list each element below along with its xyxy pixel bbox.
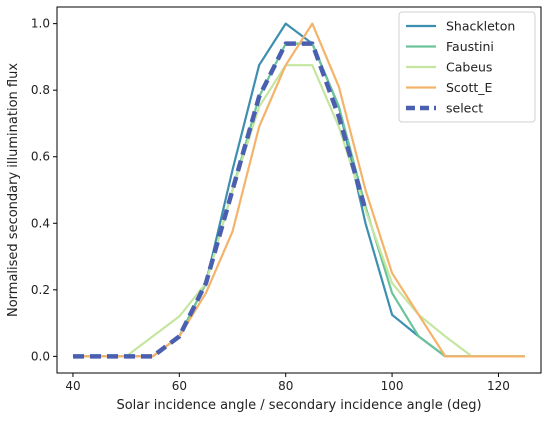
series-line-select <box>73 41 368 359</box>
axis-ticks: 40 60 80 100 120 0.0 0.2 0.4 0.6 0.8 1.0 <box>31 17 510 393</box>
y-tick-label: 0.0 <box>31 349 50 363</box>
legend-label: Cabeus <box>446 60 492 75</box>
y-tick-label: 0.6 <box>31 150 50 164</box>
y-tick-label: 0.8 <box>31 83 50 97</box>
series-lines <box>73 22 525 359</box>
legend-label: Faustini <box>446 39 494 54</box>
x-tick-label: 120 <box>487 379 510 393</box>
x-tick-label: 80 <box>278 379 293 393</box>
x-tick-label: 60 <box>172 379 187 393</box>
x-tick-label: 100 <box>381 379 404 393</box>
series-line-cabeus <box>73 64 525 358</box>
plot-area-frame <box>56 6 542 374</box>
legend-label: Scott_E <box>446 80 493 95</box>
y-tick-label: 0.4 <box>31 216 50 230</box>
legend-box <box>398 11 536 123</box>
y-tick-label: 0.2 <box>31 283 50 297</box>
x-tick-label: 40 <box>65 379 80 393</box>
y-axis-label: Normalised secondary illumination flux <box>6 63 21 317</box>
y-tick-label: 1.0 <box>31 17 50 31</box>
x-axis-label: Solar incidence angle / secondary incide… <box>116 398 481 413</box>
legend-label: Shackleton <box>446 19 515 34</box>
legend-label: select <box>446 101 483 116</box>
